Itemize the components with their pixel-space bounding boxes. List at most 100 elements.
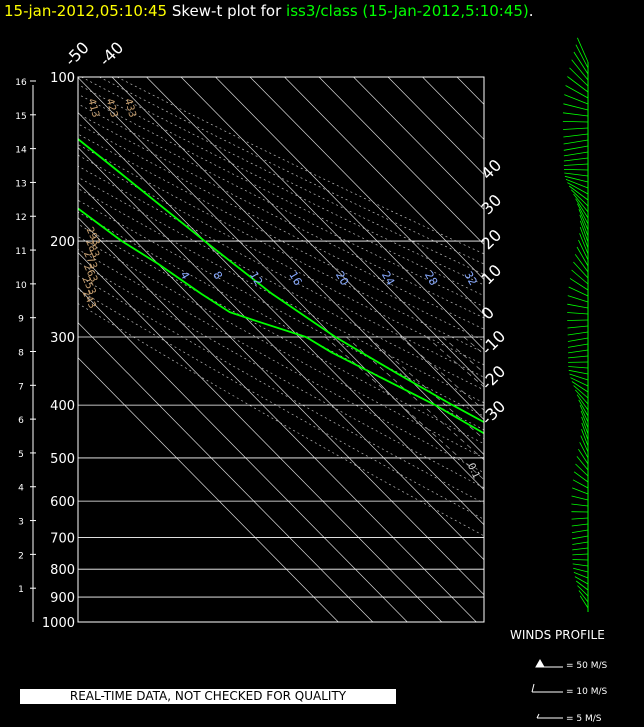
wind-barb <box>581 422 589 441</box>
wind-key-10: = 10 M/S <box>566 687 608 697</box>
isotherm-line <box>284 77 484 281</box>
wind-barb <box>567 337 589 342</box>
dry-adiabat-label: 413 <box>85 97 101 118</box>
dry-adiabat-line <box>78 199 484 417</box>
mixing-ratio-line <box>400 336 484 411</box>
isotherm-line <box>180 77 484 386</box>
mixing-ratio-label: 24 <box>379 269 397 288</box>
wind-barb <box>568 355 589 359</box>
wind-barb <box>572 563 589 567</box>
time-label: 15-jan-2012,05:10:45 <box>4 2 168 20</box>
height-tick-label: 15 <box>15 112 26 122</box>
wind-barb <box>574 576 589 585</box>
mixing-ratio-label: 20 <box>333 269 351 288</box>
wind-barb <box>563 157 589 162</box>
dry-adiabat-line <box>99 77 484 265</box>
wind-barb <box>574 254 589 273</box>
isotherm-right-label: 40 <box>477 155 505 183</box>
wind-barb <box>572 559 589 561</box>
wind-barb <box>573 261 589 279</box>
wind-barb <box>568 369 589 375</box>
wind-barb <box>575 389 589 405</box>
height-tick-label: 16 <box>15 78 27 88</box>
wind-barb <box>575 198 589 219</box>
wind-barb <box>562 121 589 123</box>
wind-barb <box>575 44 589 69</box>
dry-adiabat-line <box>78 176 484 391</box>
height-tick-label: 10 <box>15 281 27 291</box>
wind-barb <box>579 405 589 423</box>
wind-barb <box>572 535 589 540</box>
wind-barb <box>576 394 589 411</box>
isotherm-line <box>78 322 374 622</box>
wind-key-5-glyph <box>536 713 563 719</box>
isotherm-top-label: -40 <box>95 38 127 70</box>
dry-adiabat-line <box>81 77 484 275</box>
wind-barb <box>579 595 589 609</box>
wind-barb <box>563 169 589 171</box>
wind-barb <box>568 349 589 354</box>
wind-key-50: = 50 M/S <box>566 661 608 671</box>
wind-barb <box>581 416 589 435</box>
pressure-tick-label: 500 <box>50 452 75 467</box>
wind-key-5: = 5 M/S <box>566 714 602 724</box>
title-suffix: . <box>528 2 534 20</box>
title-prefix: Skew-t plot for <box>171 2 282 20</box>
wind-barb <box>567 303 589 309</box>
isotherm-line <box>249 77 484 316</box>
wind-barb <box>573 385 589 399</box>
wind-barb <box>562 112 589 117</box>
mixing-ratio-label: 32 <box>461 269 479 288</box>
wind-barb <box>571 503 589 507</box>
wind-barb <box>568 185 589 201</box>
wind-barb <box>573 193 589 213</box>
wind-barb <box>564 94 589 105</box>
dry-adiabat-line <box>78 248 484 474</box>
wind-barb <box>578 590 589 603</box>
wind-barb <box>579 214 589 237</box>
height-tick-label: 12 <box>15 213 26 223</box>
wind-barb <box>563 139 589 145</box>
dry-adiabat-line <box>78 93 484 297</box>
pressure-tick-label: 300 <box>50 331 75 346</box>
wind-barb <box>571 517 589 520</box>
wind-barb <box>578 239 589 261</box>
dry-adiabat-line <box>78 113 484 319</box>
height-tick-label: 13 <box>15 179 26 189</box>
isotherm-line <box>78 112 484 526</box>
wind-barb <box>576 246 589 267</box>
isotherm-line <box>146 77 484 421</box>
height-tick-label: 1 <box>18 585 24 595</box>
wind-barb <box>567 319 589 321</box>
isotherm-line <box>422 77 484 140</box>
temperature-trace <box>78 137 484 424</box>
wind-barb <box>573 567 589 573</box>
mixing-ratio-line <box>527 337 644 622</box>
plot-frame <box>77 76 485 623</box>
dry-adiabat-line <box>78 133 484 342</box>
wind-barb <box>563 151 589 157</box>
isotherm-line <box>78 252 443 622</box>
dry-adiabat-line <box>78 211 484 431</box>
pressure-tick-label: 1000 <box>42 616 75 631</box>
wind-barb <box>568 286 589 297</box>
isotherm-line <box>78 147 484 561</box>
isotherm-right-label: -10 <box>477 326 509 358</box>
dry-adiabat-line <box>78 236 484 459</box>
wind-barb <box>567 343 589 348</box>
wind-barb <box>569 373 589 381</box>
wind-barb <box>567 325 589 329</box>
wind-barb <box>565 85 589 99</box>
wind-barb <box>577 585 589 597</box>
wind-barb <box>578 209 589 231</box>
wind-barb <box>572 547 589 551</box>
mixing-ratio-line <box>503 337 644 622</box>
wind-barb <box>573 51 589 75</box>
mixing-ratio-label: 16 <box>286 269 304 288</box>
pressure-tick-label: 400 <box>50 399 75 414</box>
dry-adiabat-line <box>78 188 484 404</box>
wind-barb <box>569 67 589 87</box>
pressure-tick-label: 900 <box>50 591 75 606</box>
wind-barb <box>563 127 589 130</box>
